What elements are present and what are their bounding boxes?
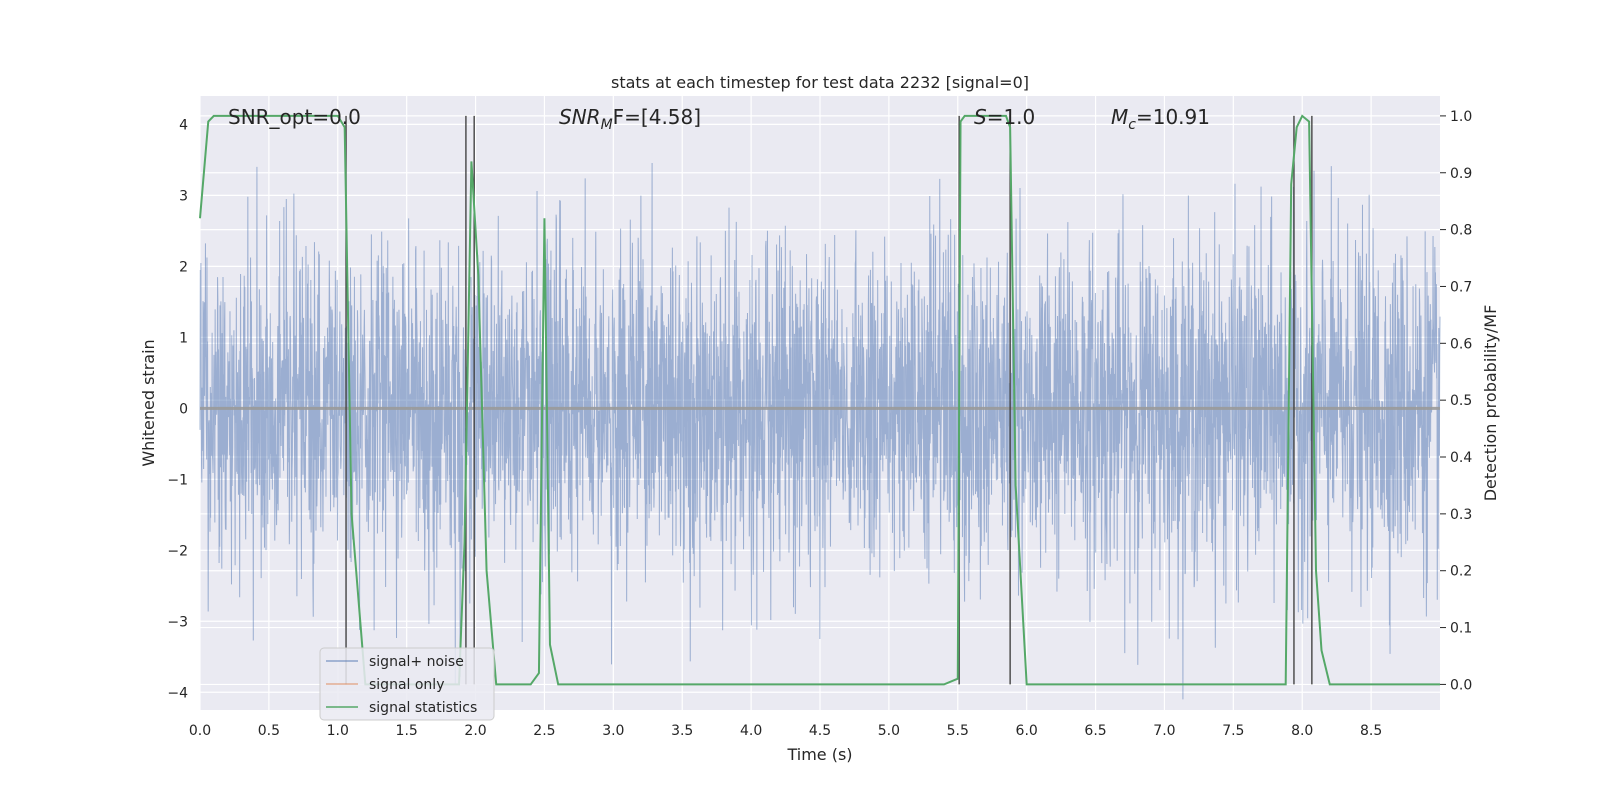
x-tick-label-4: 2.0 — [464, 723, 486, 739]
x-tick-label-0: 0.0 — [189, 723, 211, 739]
x-tick-label-13: 6.5 — [1084, 723, 1106, 739]
legend-label-signal-only: signal only — [369, 677, 444, 693]
annotation-s: S=1.0 — [974, 105, 1035, 129]
y2-tick-label-4: 0.6 — [1450, 336, 1472, 352]
annotation-snr-mf-rest: F=[4.58] — [613, 105, 701, 129]
x-tick-label-11: 5.5 — [947, 723, 969, 739]
y-tick-label-7: −3 — [167, 614, 188, 630]
y-tick-label-2: 2 — [179, 259, 188, 275]
y2-axis-ticks: 1.0 0.9 0.8 0.7 0.6 0.5 0.4 0.3 0.2 0.1 0.0 — [1440, 109, 1472, 693]
y-axis-label: Whitened strain — [139, 339, 158, 466]
y2-tick-label-6: 0.4 — [1450, 450, 1472, 466]
y-tick-label-5: −1 — [167, 472, 188, 488]
y-tick-label-3: 1 — [179, 330, 188, 346]
legend-label-signal-noise: signal+ noise — [369, 654, 464, 670]
y2-tick-label-5: 0.5 — [1450, 393, 1472, 409]
signal-statistics-line — [199, 114, 1440, 686]
x-tick-label-17: 8.5 — [1360, 723, 1382, 739]
y2-tick-label-3: 0.7 — [1450, 279, 1472, 295]
annotation-mc-sub: c — [1128, 117, 1136, 133]
y2-tick-label-8: 0.2 — [1450, 564, 1472, 580]
y-tick-label-8: −4 — [167, 685, 188, 701]
x-tick-label-9: 4.5 — [809, 723, 831, 739]
annotation-s-main: S — [974, 105, 987, 129]
x-tick-label-14: 7.0 — [1153, 723, 1175, 739]
y-tick-label-4: 0 — [179, 401, 188, 417]
x-tick-label-7: 3.5 — [671, 723, 693, 739]
y2-axis-label: Detection probability/MF — [1481, 305, 1500, 502]
annotation-mc-main: M — [1111, 105, 1128, 129]
x-tick-label-3: 1.5 — [396, 723, 418, 739]
signal-noise-line — [199, 162, 1441, 700]
annotation-mc: Mc=10.91 — [1111, 105, 1210, 133]
annotation-snr-opt: SNR_opt=0.0 — [228, 105, 361, 129]
y2-tick-label-1: 0.9 — [1450, 166, 1472, 182]
annotation-snr-mf-main: SNR — [559, 105, 601, 129]
y-tick-label-0: 4 — [179, 117, 188, 133]
y-tick-label-6: −2 — [167, 543, 188, 559]
x-axis-ticks: 0.0 0.5 1.0 1.5 2.0 2.5 3.0 3.5 4.0 4.5 5.0 5.5 6.0 6… — [189, 723, 1382, 739]
y-tick-label-1: 3 — [179, 188, 188, 204]
y2-tick-label-2: 0.8 — [1450, 223, 1472, 239]
legend: signal+ noise signal only signal statist… — [319, 647, 495, 721]
x-tick-label-15: 7.5 — [1222, 723, 1244, 739]
y2-tick-label-9: 0.1 — [1450, 621, 1472, 637]
annotation-mc-rest: =10.91 — [1136, 105, 1210, 129]
signal-statistics-series — [199, 114, 1440, 686]
annotation-s-rest: =1.0 — [987, 105, 1036, 129]
x-tick-label-2: 1.0 — [327, 723, 349, 739]
x-tick-label-8: 4.0 — [740, 723, 762, 739]
legend-box — [319, 647, 495, 721]
y2-tick-label-10: 0.0 — [1450, 677, 1472, 693]
chart-title: stats at each timestep for test data 223… — [611, 73, 1029, 92]
x-tick-label-12: 6.0 — [1016, 723, 1038, 739]
x-tick-label-6: 3.0 — [602, 723, 624, 739]
annotation-snr-mf: SNRMF=[4.58] — [559, 105, 701, 133]
annotation-snr-mf-sub: M — [601, 117, 613, 133]
y2-tick-label-7: 0.3 — [1450, 507, 1472, 523]
x-axis-label: Time (s) — [786, 745, 852, 764]
x-tick-label-1: 0.5 — [258, 723, 280, 739]
y2-tick-label-0: 1.0 — [1450, 109, 1472, 125]
signal-noise-series — [199, 162, 1441, 700]
x-tick-label-16: 8.0 — [1291, 723, 1313, 739]
y-axis-ticks: 4 3 2 1 0 −1 −2 −3 −4 — [167, 117, 188, 701]
x-tick-label-10: 5.0 — [878, 723, 900, 739]
x-tick-label-5: 2.5 — [533, 723, 555, 739]
legend-label-signal-statistics: signal statistics — [369, 700, 477, 716]
